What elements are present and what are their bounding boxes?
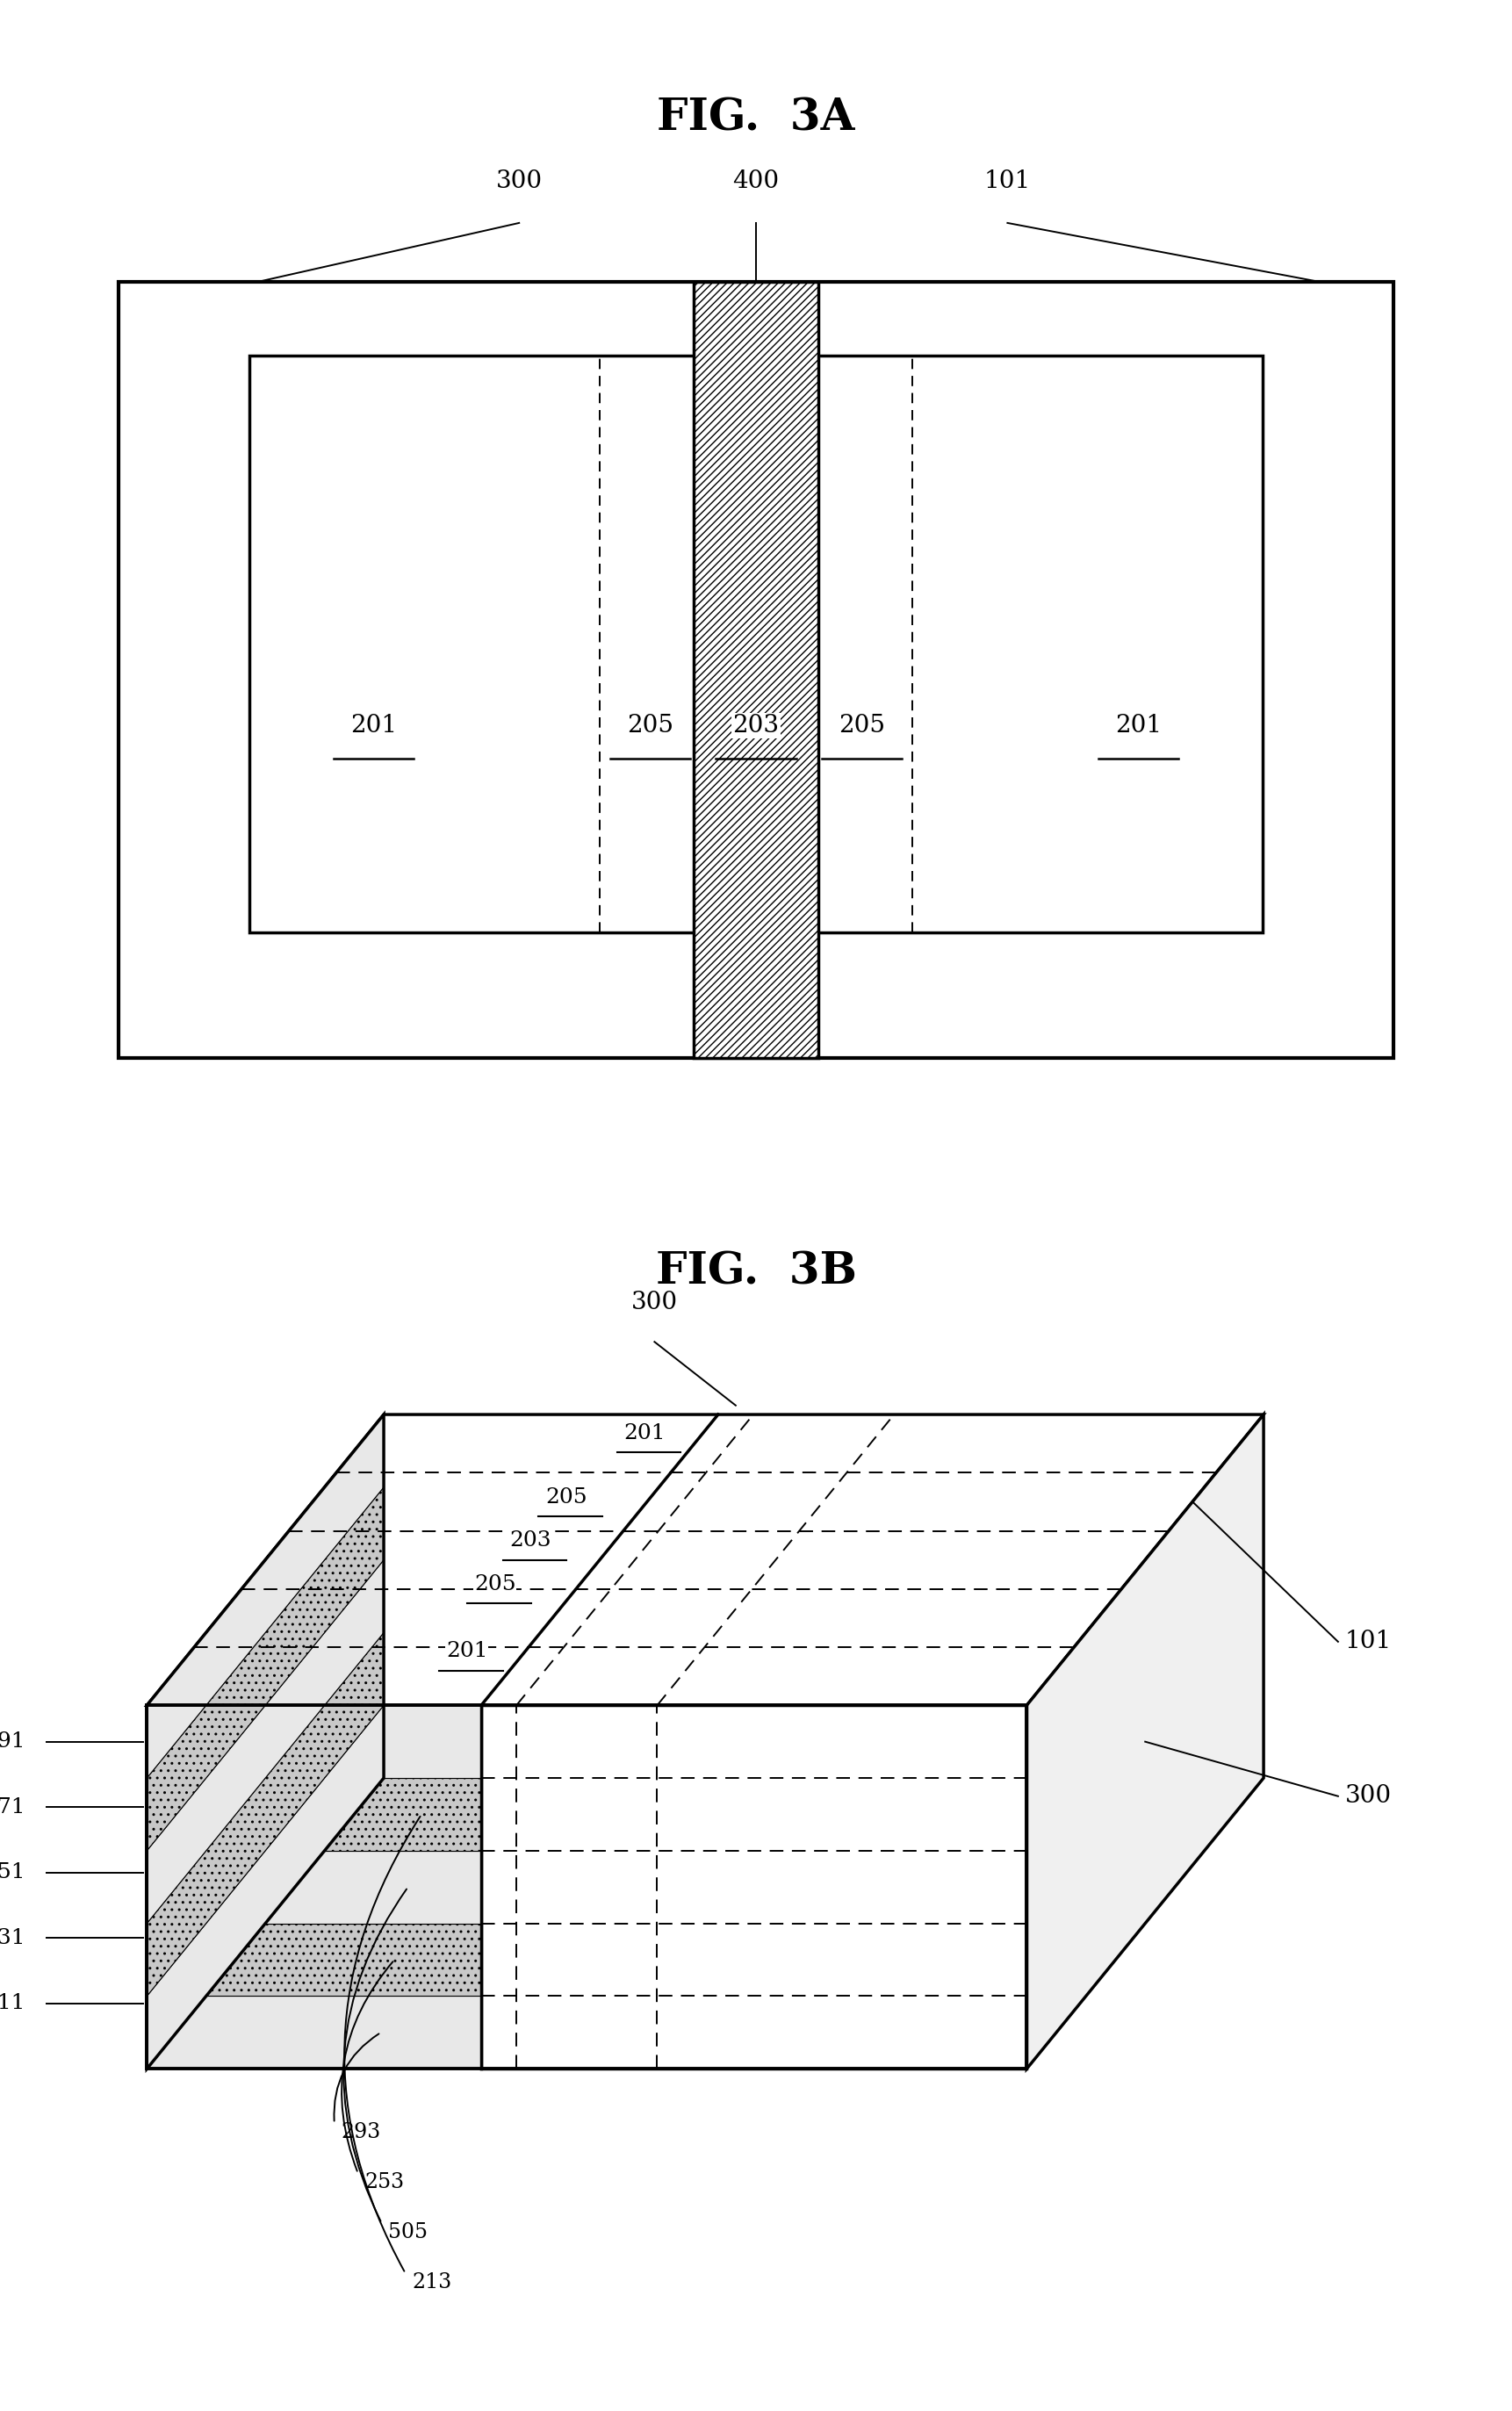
Bar: [118, 282, 1394, 1058]
Text: 205: 205: [627, 714, 673, 738]
Text: 201: 201: [446, 1642, 488, 1661]
Polygon shape: [147, 1488, 384, 1852]
Text: 101: 101: [1344, 1630, 1391, 1654]
Text: 203: 203: [510, 1531, 552, 1550]
Polygon shape: [147, 1415, 384, 1777]
Text: 271: 271: [0, 1796, 26, 1818]
Text: FIG.  3A: FIG. 3A: [658, 96, 854, 140]
Bar: [249, 357, 1263, 933]
Text: 291: 291: [0, 1731, 26, 1753]
Polygon shape: [147, 1632, 384, 1996]
Text: 201: 201: [623, 1422, 665, 1444]
Text: 205: 205: [839, 714, 885, 738]
Polygon shape: [147, 1777, 481, 1852]
Text: 231: 231: [0, 1929, 26, 1948]
Polygon shape: [147, 1996, 481, 2069]
Polygon shape: [1027, 1415, 1264, 2069]
Polygon shape: [481, 1705, 1027, 2069]
Polygon shape: [147, 1924, 481, 1996]
Text: 505: 505: [389, 2223, 428, 2242]
Text: 205: 205: [475, 1574, 516, 1594]
Bar: [694, 282, 818, 1058]
Text: 203: 203: [733, 714, 779, 738]
Text: 293: 293: [342, 2122, 381, 2143]
Polygon shape: [147, 1560, 384, 1924]
Text: 251: 251: [0, 1861, 26, 1883]
Text: 211: 211: [0, 1994, 26, 2013]
Polygon shape: [147, 1852, 481, 1924]
Text: 400: 400: [733, 169, 779, 193]
Text: 300: 300: [631, 1290, 677, 1314]
Polygon shape: [147, 1705, 384, 2069]
Polygon shape: [147, 1415, 1264, 1705]
Text: 213: 213: [413, 2271, 452, 2293]
Text: 253: 253: [364, 2172, 404, 2192]
Text: 300: 300: [496, 169, 543, 193]
Polygon shape: [147, 1705, 481, 1777]
Text: 300: 300: [1344, 1784, 1391, 1808]
Text: FIG.  3B: FIG. 3B: [656, 1251, 856, 1295]
Text: 205: 205: [546, 1488, 587, 1507]
Text: 101: 101: [984, 169, 1031, 193]
Text: 201: 201: [349, 714, 396, 738]
Text: 201: 201: [1116, 714, 1163, 738]
